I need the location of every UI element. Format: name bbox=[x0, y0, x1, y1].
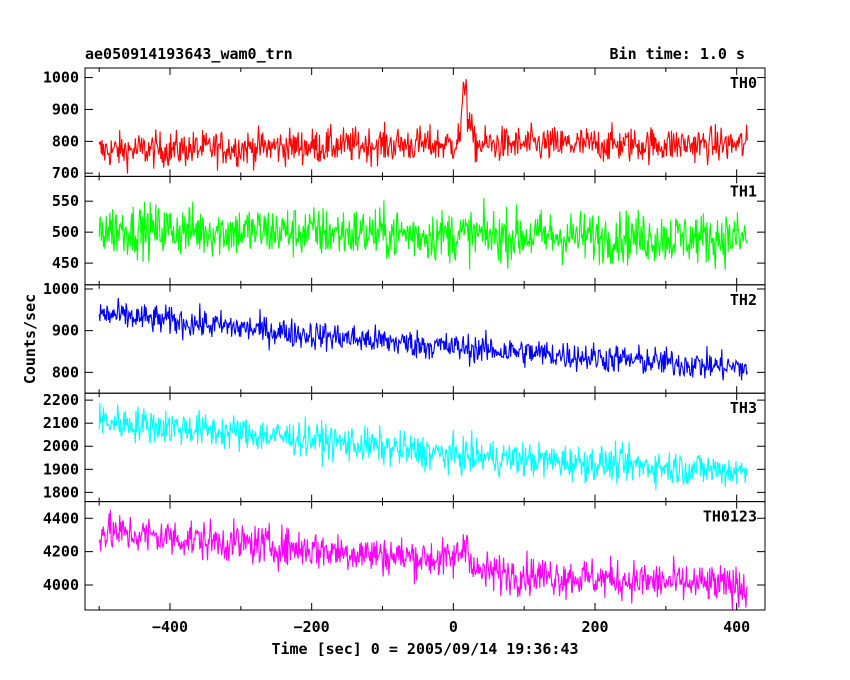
chart-title: ae050914193643_wam0_trn bbox=[85, 45, 293, 63]
series-line-th1 bbox=[98, 197, 748, 271]
y-tick-label: 900 bbox=[52, 100, 79, 118]
y-axis-label: Counts/sec bbox=[21, 293, 39, 385]
y-tick-label: 800 bbox=[52, 132, 79, 150]
y-tick-label: 1000 bbox=[43, 280, 79, 298]
panel-frame-th0123 bbox=[84, 501, 766, 611]
y-tick-label: 1900 bbox=[43, 460, 79, 478]
series-line-th2 bbox=[98, 297, 748, 381]
y-tick-label: 4400 bbox=[43, 509, 79, 527]
panel-label-th2: TH2 bbox=[730, 291, 757, 309]
y-tick-label: 4000 bbox=[43, 576, 79, 594]
panel-frame-th0 bbox=[84, 67, 766, 177]
y-tick-label: 450 bbox=[52, 254, 79, 272]
panel-label-th0: TH0 bbox=[730, 74, 757, 92]
series-line-th3 bbox=[98, 402, 748, 491]
series-line-th0123 bbox=[98, 509, 748, 611]
x-tick-label: 200 bbox=[581, 618, 608, 636]
y-tick-label: 1000 bbox=[43, 69, 79, 87]
y-tick-label: 2000 bbox=[43, 437, 79, 455]
panel-label-th3: TH3 bbox=[730, 399, 757, 417]
panel-frame-th3 bbox=[84, 392, 766, 503]
y-tick-label: 4200 bbox=[43, 543, 79, 561]
y-tick-label: 500 bbox=[52, 223, 79, 241]
bin-time-label: Bin time: 1.0 s bbox=[609, 45, 745, 63]
y-tick-label: 550 bbox=[52, 192, 79, 210]
y-tick-label: 700 bbox=[52, 164, 79, 182]
x-axis-label: Time [sec] 0 = 2005/09/14 19:36:43 bbox=[271, 640, 579, 658]
x-tick-label: 0 bbox=[449, 618, 458, 636]
panel-frame-th2 bbox=[84, 284, 766, 394]
x-tick-label: 400 bbox=[723, 618, 750, 636]
series-line-th0 bbox=[98, 79, 748, 174]
y-tick-label: 2200 bbox=[43, 391, 79, 409]
x-tick-label: −200 bbox=[294, 618, 330, 636]
panel-label-th1: TH1 bbox=[730, 182, 757, 200]
y-tick-label: 900 bbox=[52, 322, 79, 340]
y-tick-label: 2100 bbox=[43, 414, 79, 432]
x-tick-label: −400 bbox=[152, 618, 188, 636]
y-tick-label: 1800 bbox=[43, 483, 79, 501]
y-tick-label: 800 bbox=[52, 363, 79, 381]
panel-label-th0123: TH0123 bbox=[703, 508, 757, 526]
